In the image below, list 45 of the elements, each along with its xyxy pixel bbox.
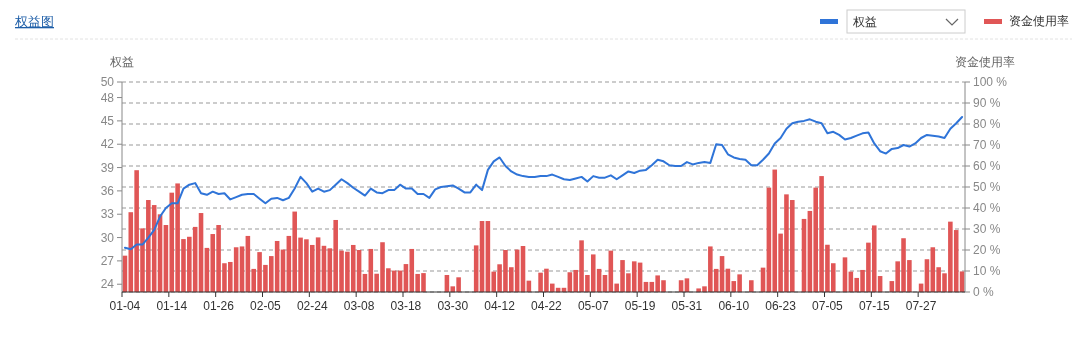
y2-tick-label: 30 % [973, 222, 1001, 236]
x-tick-label: 01-26 [203, 299, 235, 313]
y-axis-title: 权益 [109, 55, 134, 69]
x-tick-label: 04-12 [484, 299, 516, 313]
x-tick-label: 05-07 [577, 299, 609, 313]
x-tick-label: 06-23 [765, 299, 797, 313]
y2-tick-label: 40 % [973, 201, 1001, 215]
x-tick-label: 07-05 [812, 299, 844, 313]
y2-tick-label: 60 % [973, 159, 1001, 173]
x-tick-label: 03-08 [343, 299, 375, 313]
y-tick-label: 36 [100, 183, 115, 198]
y2-tick-label: 90 % [973, 96, 1001, 110]
x-tick-label: 07-15 [858, 299, 890, 313]
y-tick-label: 24 [100, 277, 115, 292]
x-tick-label: 01-14 [156, 299, 188, 313]
y-tick-label: 45 [100, 113, 115, 128]
y2-tick-label: 0 % [973, 285, 995, 299]
y2-tick-label: 80 % [973, 117, 1001, 131]
y2-axis-title: 资金使用率 [955, 55, 1015, 69]
x-tick-label: 05-19 [624, 299, 656, 313]
y-tick-label: 33 [100, 207, 115, 222]
x-tick-label: 02-05 [250, 299, 282, 313]
x-tick-label: 03-30 [437, 299, 469, 313]
x-tick-label: 03-18 [390, 299, 422, 313]
x-tick-label: 02-24 [296, 299, 328, 313]
x-tick-label: 01-04 [109, 299, 141, 313]
legend-label: 资金使用率 [1009, 14, 1069, 28]
x-tick-label: 04-22 [531, 299, 563, 313]
x-tick-label: 05-31 [671, 299, 703, 313]
y-tick-label: 30 [100, 230, 115, 245]
y-tick-label: 42 [100, 137, 115, 152]
y2-tick-label: 100 % [973, 75, 1008, 89]
y-tick-label: 50 [100, 75, 115, 89]
chart-title: 权益图 [14, 14, 54, 29]
y2-tick-label: 50 % [973, 180, 1001, 194]
y-tick-label: 27 [100, 253, 115, 268]
y-tick-label: 48 [100, 90, 115, 105]
x-tick-label: 06-10 [718, 299, 750, 313]
bar [749, 280, 754, 292]
legend-label: 权益 [852, 15, 877, 29]
y2-tick-label: 10 % [973, 264, 1001, 278]
x-tick-label: 07-27 [905, 299, 937, 313]
y-tick-label: 39 [100, 160, 115, 175]
y2-tick-label: 70 % [973, 138, 1001, 152]
y2-tick-label: 20 % [973, 243, 1001, 257]
